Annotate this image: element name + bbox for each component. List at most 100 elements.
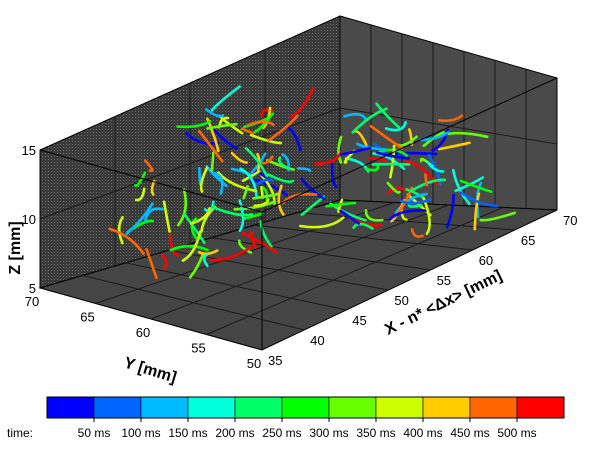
colorbar-label: 350 ms xyxy=(356,426,395,440)
trajectory-segment xyxy=(203,200,215,213)
colorbar-title: time: xyxy=(7,426,33,440)
trajectory-segment xyxy=(410,228,424,238)
z-tick-label: 10 xyxy=(22,212,36,227)
trajectory-segment xyxy=(445,193,455,229)
trajectory-segment xyxy=(351,107,388,134)
trajectory-segment xyxy=(409,178,447,193)
trajectory-segment xyxy=(183,212,206,244)
tick-labels: 35 40 45 50 55 60 65 70 70 65 60 55 50 15 10 5 xyxy=(22,143,578,371)
trajectory-segment xyxy=(241,170,261,182)
colorbar-label: 450 ms xyxy=(450,426,489,440)
trajectory-segment xyxy=(296,167,312,173)
floor-grid-line xyxy=(297,212,515,231)
trajectory-segment xyxy=(217,171,258,193)
trajectory-segment xyxy=(213,171,224,195)
trajectory-segment xyxy=(289,87,315,119)
colorbar-swatch xyxy=(46,396,95,419)
colorbar-label: 500 ms xyxy=(497,426,536,440)
trajectory-segment xyxy=(391,151,438,156)
x-tick-label: 40 xyxy=(310,333,324,348)
trajectory-segment xyxy=(330,162,338,189)
trajectory-segment xyxy=(459,179,493,194)
wall-grid-line xyxy=(39,107,341,220)
trajectory-segment xyxy=(408,128,414,146)
trajectory-segment xyxy=(176,188,188,227)
colorbar-swatch xyxy=(516,396,565,419)
colorbar-swatch xyxy=(281,396,330,419)
trajectory-segment xyxy=(143,207,164,222)
trajectory-segment xyxy=(300,195,325,216)
trajectory-segment xyxy=(241,231,278,254)
trajectory-segment xyxy=(367,156,388,162)
x-tick-label: 65 xyxy=(521,233,535,248)
trajectory-segment xyxy=(354,130,368,147)
colorbar-label: 150 ms xyxy=(168,426,207,440)
trajectory-segment xyxy=(267,173,295,184)
trajectory-segment xyxy=(364,209,384,222)
trajectory-segment xyxy=(211,205,254,217)
trajectory-segment xyxy=(253,178,275,187)
colorbar-swatch xyxy=(375,396,424,419)
trajectory-segment xyxy=(364,165,380,172)
colorbar-label: 50 ms xyxy=(78,426,111,440)
trajectory-segment xyxy=(206,122,238,130)
x-tick-label: 50 xyxy=(394,293,408,308)
colorbar-label: 400 ms xyxy=(403,426,442,440)
trajectory-segment xyxy=(210,85,241,112)
trajectories xyxy=(108,85,516,280)
x-tick-label: 60 xyxy=(479,253,493,268)
trajectory-segment xyxy=(277,156,291,170)
trajectory-segment xyxy=(404,188,425,200)
trajectory-segment xyxy=(386,181,401,194)
trajectory-segment xyxy=(277,184,285,216)
trajectory-segment xyxy=(117,216,124,245)
trajectory-segment xyxy=(253,198,270,208)
floor-grid-line xyxy=(254,224,473,251)
trajectory-segment xyxy=(388,209,428,221)
colorbar-swatch xyxy=(328,396,377,419)
colorbar-label: 250 ms xyxy=(262,426,301,440)
trajectory-segment xyxy=(407,203,423,208)
trajectory-segment xyxy=(375,151,410,160)
trajectory-segment xyxy=(243,212,264,220)
trajectory-segment xyxy=(325,201,357,208)
floor-grid-line xyxy=(206,207,503,335)
trajectory-segment xyxy=(145,248,158,280)
trajectory-segment xyxy=(198,129,224,163)
trajectory-segment xyxy=(188,253,205,279)
trajectory-segment xyxy=(438,141,471,151)
trajectory-segment xyxy=(246,120,275,127)
colorbar-label: 200 ms xyxy=(215,426,254,440)
trajectory-segment xyxy=(259,220,273,248)
x-tick-label: 70 xyxy=(563,213,577,228)
colorbar-swatch xyxy=(422,396,471,419)
trajectory-segment xyxy=(162,200,171,233)
trajectory-segment xyxy=(389,144,396,179)
colorbar-swatch xyxy=(469,396,518,419)
trajectory-segment xyxy=(169,244,209,252)
trajectory-segment xyxy=(253,112,274,134)
trajectory-segment xyxy=(337,198,344,213)
trajectory-segment xyxy=(299,216,345,229)
floor-grid-line xyxy=(82,274,305,331)
z-axis-label: Z [mm] xyxy=(7,221,24,274)
trajectory-segment xyxy=(375,102,401,129)
y-tick-label: 60 xyxy=(136,325,150,340)
colorbar-frame xyxy=(46,396,565,419)
x-tick-label: 55 xyxy=(437,273,451,288)
trajectory-segment xyxy=(205,108,225,118)
trajectory-segment xyxy=(233,200,276,211)
trajectory-segment xyxy=(473,192,481,231)
trajectory-segment xyxy=(437,114,464,123)
floor-grid-line xyxy=(125,262,347,311)
trajectory-segment xyxy=(108,227,145,255)
trajectory-segment xyxy=(339,209,360,225)
trajectory-segment xyxy=(419,131,450,142)
trajectory-segment xyxy=(260,186,269,202)
trajectory-segment xyxy=(210,151,215,172)
trajectory-segment xyxy=(343,112,368,121)
y-tick-label: 70 xyxy=(25,294,39,309)
trajectory-segment xyxy=(261,155,274,165)
floor-grid-line xyxy=(150,204,449,320)
x-tick-label: 35 xyxy=(268,353,282,368)
